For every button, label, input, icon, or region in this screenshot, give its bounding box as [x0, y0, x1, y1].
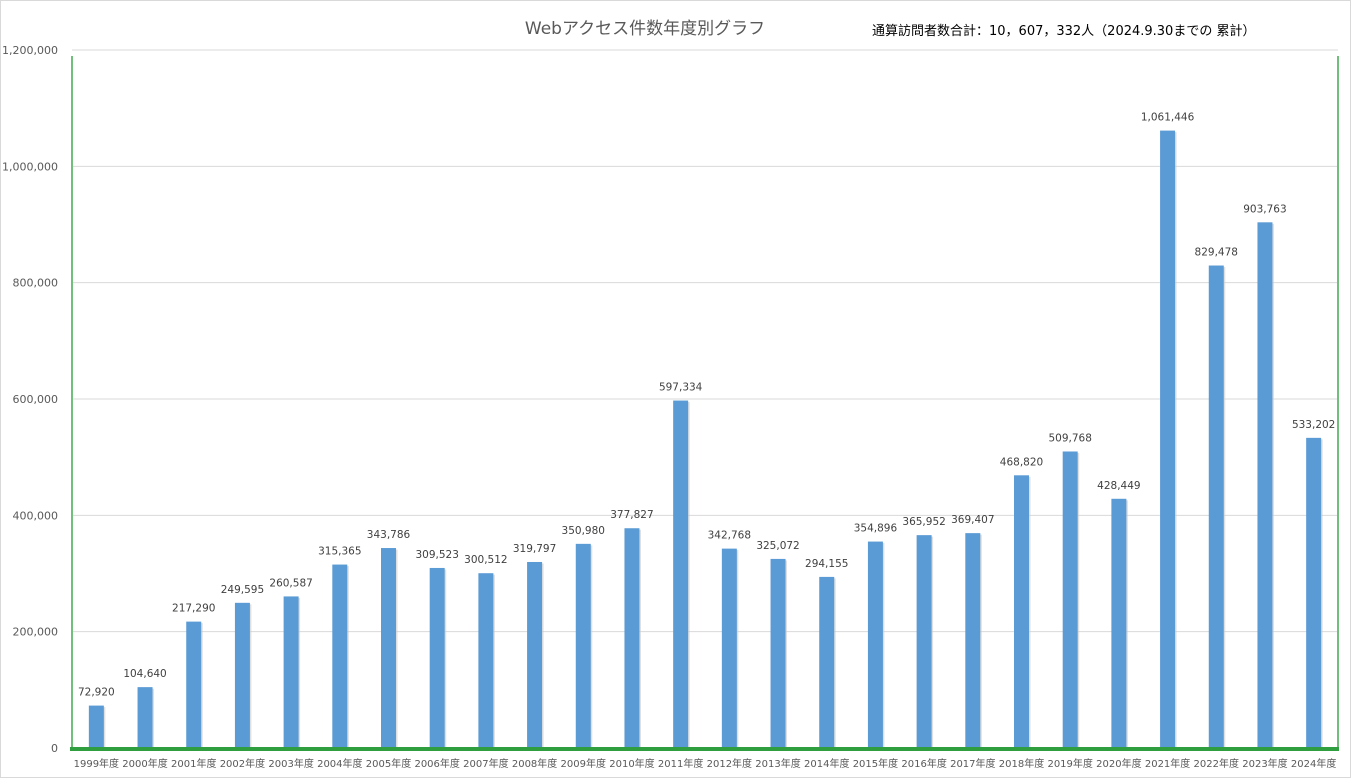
total-visitors-annotation: 通算訪問者数合計：10，607，332人（2024.9.30までの 累計） — [872, 24, 1256, 39]
x-tick-label: 2003年度 — [268, 757, 313, 770]
x-tick-label: 2009年度 — [561, 757, 606, 770]
x-tick-label: 2010年度 — [609, 757, 654, 770]
data-label: 260,587 — [269, 577, 312, 589]
x-tick-label: 2012年度 — [707, 757, 752, 770]
x-tick-label: 2006年度 — [414, 757, 459, 770]
x-tick-label: 2019年度 — [1047, 757, 1092, 770]
bar — [1111, 498, 1127, 748]
x-tick-label: 2022年度 — [1194, 757, 1239, 770]
bar — [721, 548, 737, 748]
bar — [186, 621, 202, 748]
data-label: 300,512 — [464, 554, 507, 566]
data-label: 597,334 — [659, 382, 703, 394]
data-label: 315,365 — [318, 546, 361, 558]
x-tick-label: 2007年度 — [463, 757, 508, 770]
x-tick-label: 2015年度 — [853, 757, 898, 770]
y-tick-label: 0 — [51, 742, 58, 755]
y-tick-label: 200,000 — [13, 626, 59, 639]
x-tick-label: 2008年度 — [512, 757, 557, 770]
x-tick-label: 2011年度 — [658, 757, 703, 770]
y-tick-label: 800,000 — [13, 277, 59, 290]
bar — [88, 705, 104, 748]
x-tick-label: 2013年度 — [755, 757, 800, 770]
bar — [283, 596, 299, 748]
data-label: 1,061,446 — [1141, 112, 1195, 124]
bar — [527, 561, 543, 748]
data-label: 104,640 — [123, 668, 166, 680]
bar — [867, 541, 883, 748]
data-label: 468,820 — [1000, 456, 1043, 468]
data-label: 903,763 — [1243, 203, 1286, 215]
data-label: 365,952 — [902, 516, 945, 528]
bar — [1014, 475, 1029, 748]
x-tick-label: 2020年度 — [1096, 757, 1141, 770]
bar — [1208, 265, 1224, 748]
data-label: 217,290 — [172, 603, 215, 615]
y-tick-label: 600,000 — [13, 393, 59, 406]
y-tick-label: 1,000,000 — [2, 160, 58, 173]
data-label: 343,786 — [367, 529, 411, 541]
bar — [1257, 222, 1273, 749]
x-tick-label: 2017年度 — [950, 757, 995, 770]
x-tick-label: 2002年度 — [220, 757, 265, 770]
x-tick-label: 2004年度 — [317, 757, 362, 770]
bar — [429, 567, 445, 748]
bar — [137, 687, 153, 748]
bar — [575, 543, 591, 748]
x-tick-label: 2018年度 — [999, 757, 1044, 770]
data-label: 428,449 — [1097, 480, 1140, 492]
x-tick-label: 2021年度 — [1145, 757, 1190, 770]
data-label: 319,797 — [513, 543, 556, 555]
bar — [1062, 451, 1078, 748]
bar — [234, 602, 250, 748]
x-tick-label: 2024年度 — [1291, 757, 1336, 770]
bar — [332, 564, 348, 748]
data-label: 325,072 — [756, 540, 799, 552]
data-label: 72,920 — [78, 687, 115, 699]
bar — [478, 573, 494, 748]
x-tick-label: 2014年度 — [804, 757, 849, 770]
data-label: 829,478 — [1195, 247, 1238, 259]
bar — [624, 528, 640, 748]
data-label: 309,523 — [415, 549, 458, 561]
bar — [381, 548, 396, 748]
data-label: 354,896 — [854, 523, 898, 535]
x-tick-label: 2005年度 — [366, 757, 411, 770]
data-label: 350,980 — [562, 525, 605, 537]
chart-title: Webアクセス件数年度別グラフ — [524, 19, 766, 39]
bar — [770, 558, 786, 748]
bar — [1306, 437, 1322, 748]
bar — [965, 533, 981, 748]
y-tick-label: 400,000 — [13, 509, 59, 522]
x-tick-label: 1999年度 — [74, 757, 119, 770]
data-label: 533,202 — [1292, 419, 1335, 431]
data-label: 249,595 — [221, 584, 264, 596]
bar — [1160, 130, 1176, 749]
bar — [916, 535, 932, 748]
bar — [673, 400, 689, 748]
data-label: 509,768 — [1048, 432, 1091, 444]
y-tick-label: 1,200,000 — [2, 44, 58, 57]
data-label: 377,827 — [610, 509, 653, 521]
x-tick-label: 2000年度 — [122, 757, 167, 770]
x-tick-label: 2016年度 — [901, 757, 946, 770]
x-tick-label: 2023年度 — [1242, 757, 1287, 770]
data-label: 369,407 — [951, 514, 994, 526]
data-label: 294,155 — [805, 558, 848, 570]
data-label: 342,768 — [708, 530, 751, 542]
x-tick-label: 2001年度 — [171, 757, 216, 770]
bar — [819, 576, 835, 748]
